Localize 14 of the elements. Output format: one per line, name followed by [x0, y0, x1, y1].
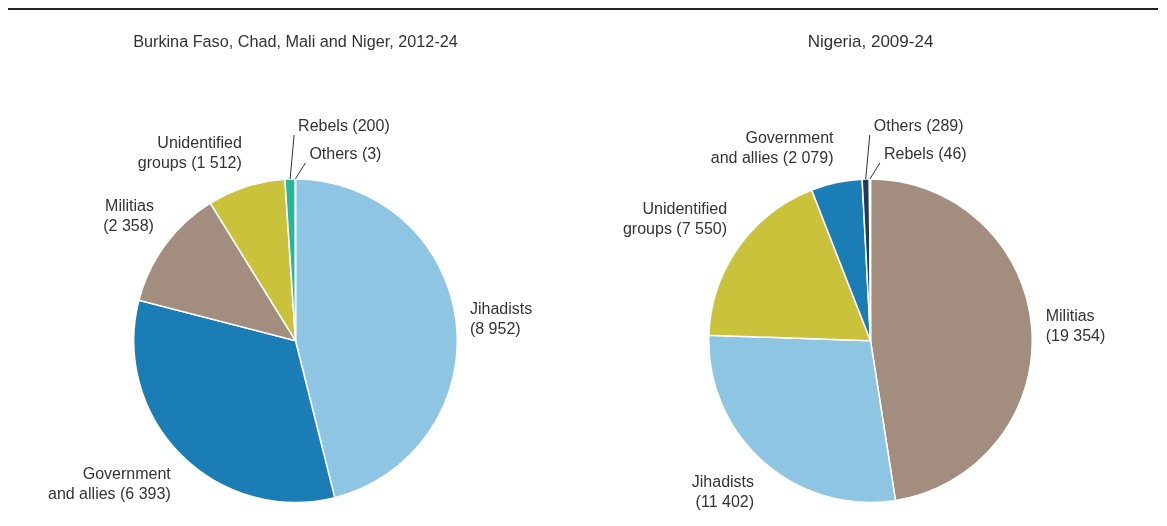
slice-label: Unidentified groups (7 550)	[622, 199, 728, 237]
slice-label: Rebels (200)	[298, 117, 390, 135]
slice-label: Unidentified groups (1 512)	[137, 133, 242, 171]
slice-label: Jihadists (8 952)	[469, 299, 533, 337]
slice-label: Others (3)	[309, 145, 382, 163]
slice-label: Militias (2 358)	[103, 196, 154, 234]
slice-label: Others (289)	[873, 117, 964, 135]
slice-label: Militias (19 354)	[1045, 307, 1106, 345]
slice-label: Government and allies (6 393)	[47, 464, 172, 502]
slice-label: Jihadists (11 402)	[691, 472, 755, 510]
slice-label: Government and allies (2 079)	[710, 129, 835, 167]
slice-label: Rebels (46)	[883, 145, 967, 163]
chart-title: Burkina Faso, Chad, Mali and Niger, 2012-24	[133, 31, 458, 51]
chart-title: Nigeria, 2009-24	[807, 31, 934, 51]
